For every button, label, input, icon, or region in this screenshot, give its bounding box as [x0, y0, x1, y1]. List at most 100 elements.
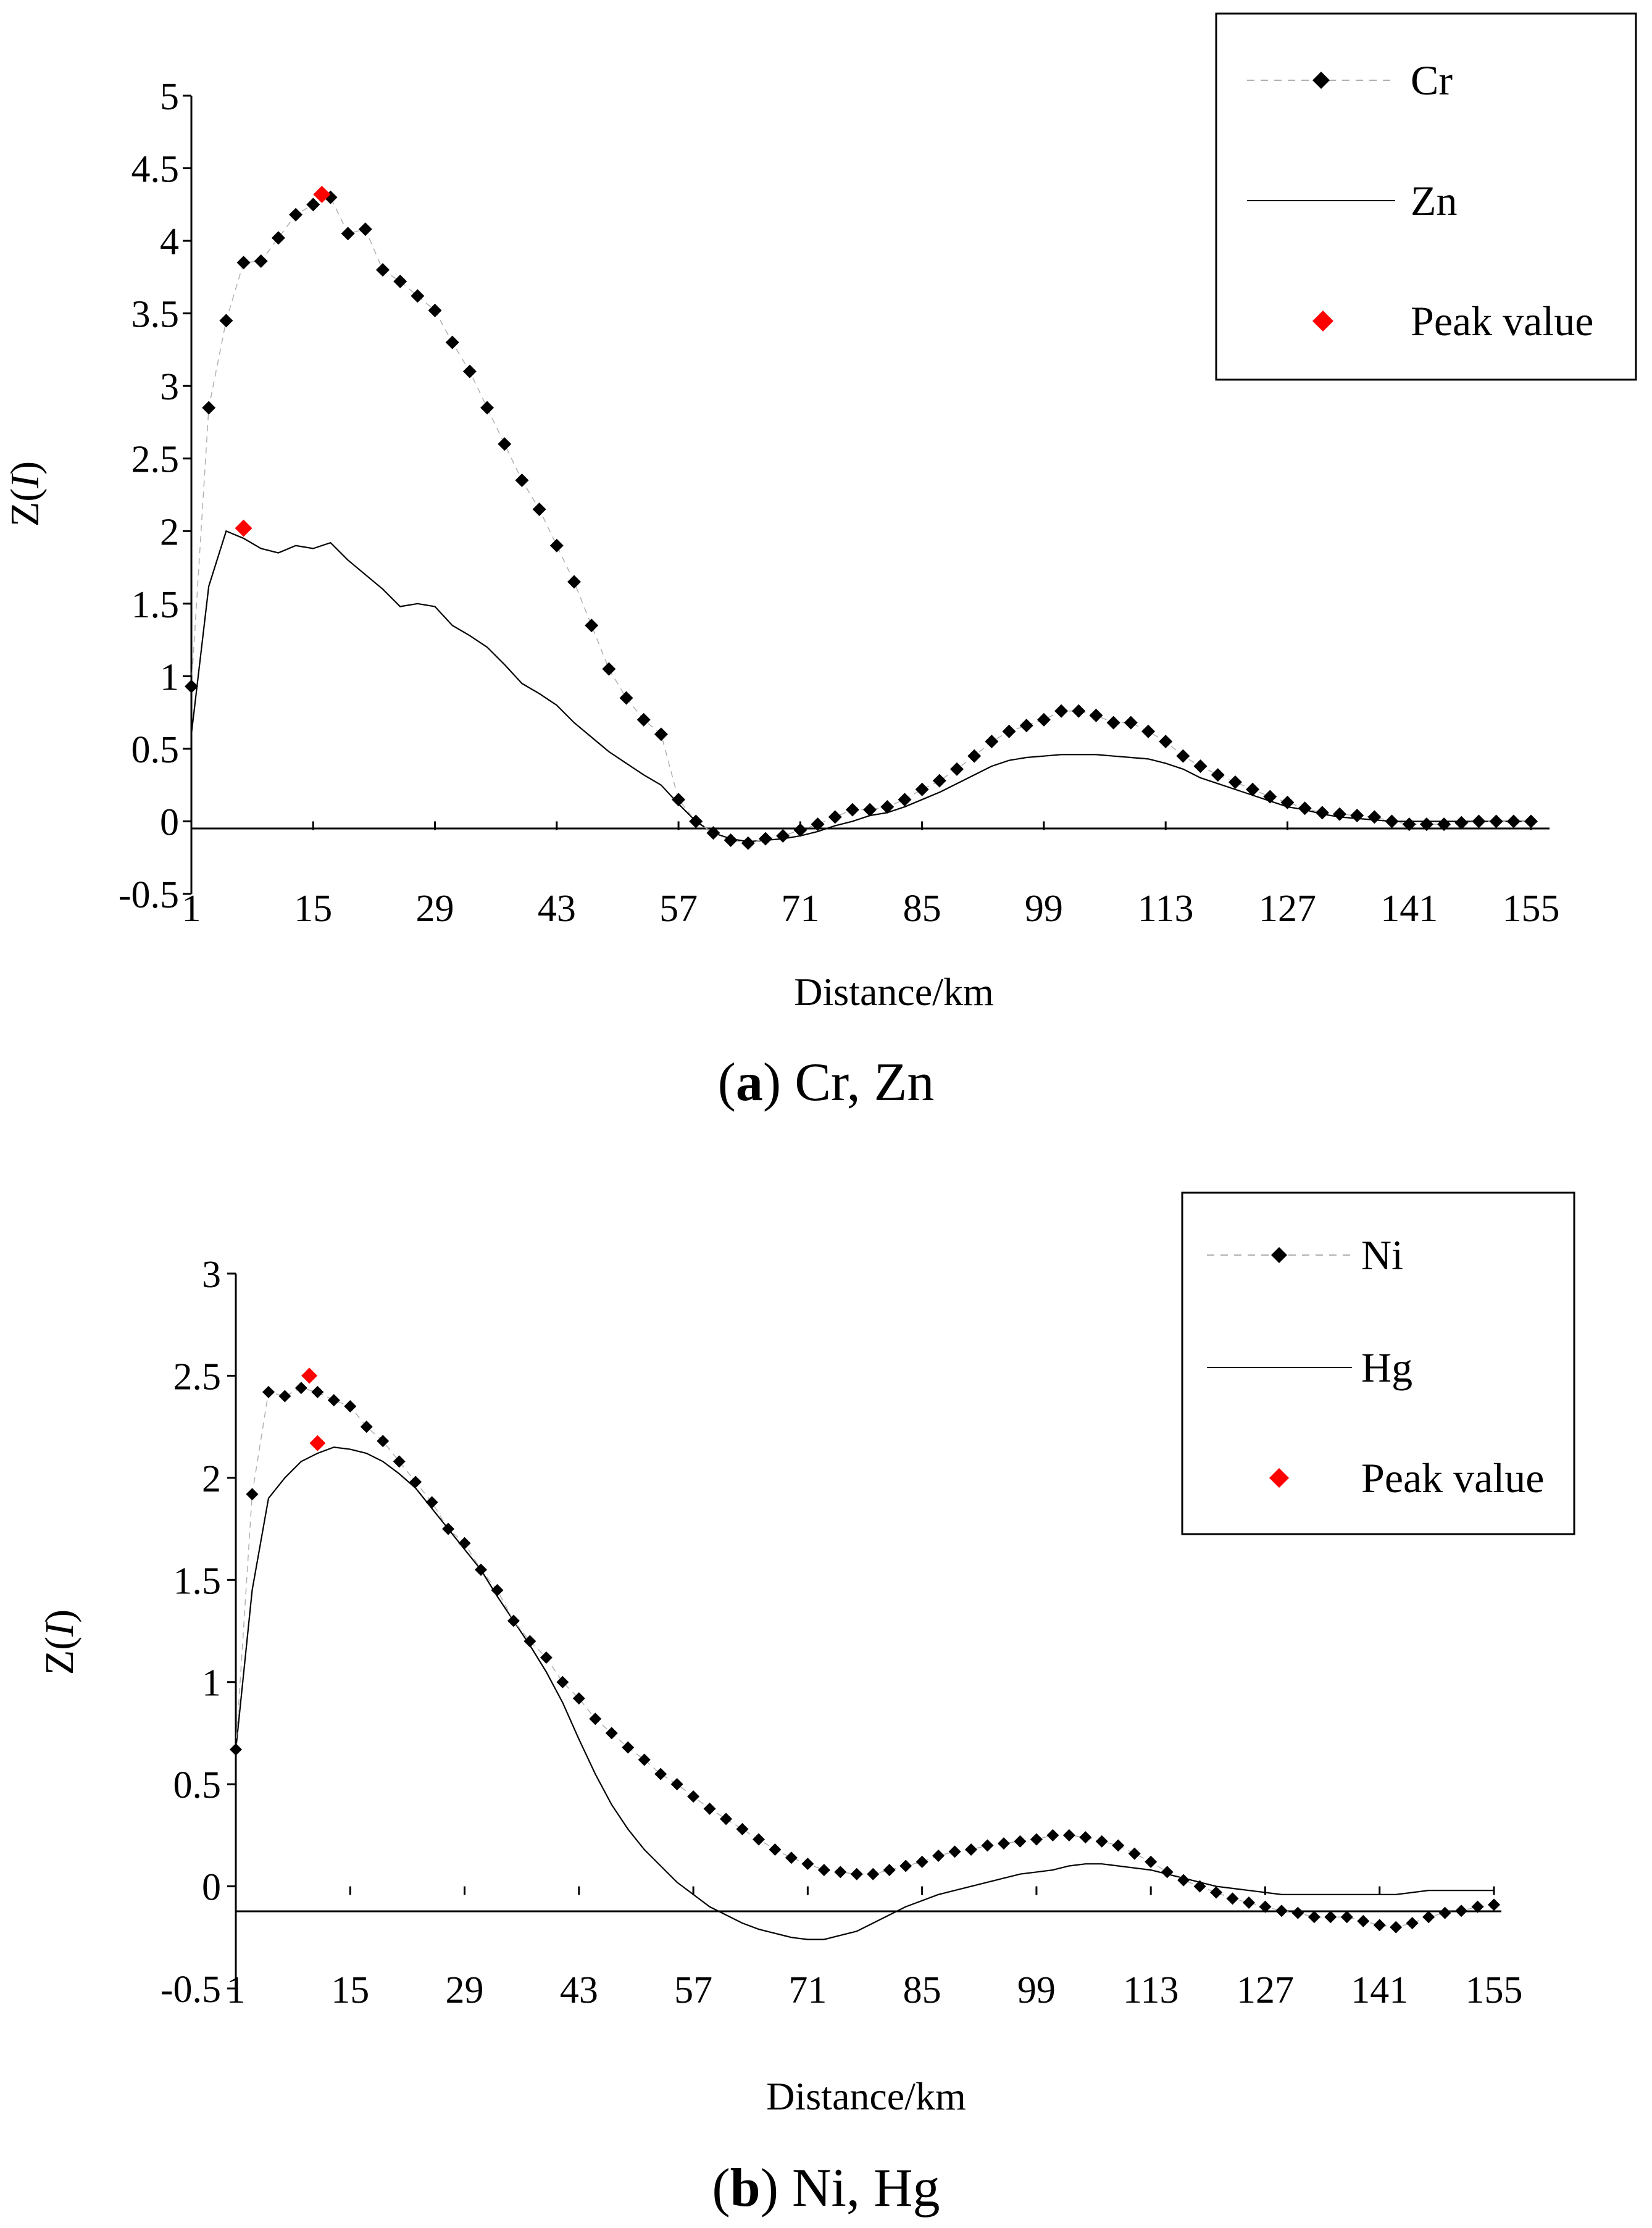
ni-point [687, 1790, 700, 1803]
ni-point [1438, 1906, 1451, 1919]
ni-point [916, 1855, 928, 1868]
x-axis-label: Distance/km [794, 970, 993, 1014]
peak-point [313, 185, 331, 203]
cr-point [411, 289, 425, 303]
cr-point [341, 227, 355, 241]
cr-point [689, 814, 703, 828]
y-tick-label: 1.5 [131, 584, 180, 626]
cr-point [1506, 814, 1521, 828]
y-tick-label: -0.5 [161, 1969, 221, 2011]
cr-point [619, 691, 633, 705]
x-tick-label: 127 [1259, 888, 1316, 930]
y-tick-label: 0.5 [173, 1764, 222, 1806]
ni-point [1390, 1921, 1403, 1934]
cr-point [724, 833, 738, 848]
cr-point [880, 799, 895, 814]
ni-point [262, 1385, 275, 1398]
x-tick-label: 57 [659, 888, 698, 930]
cr-point [602, 662, 616, 676]
cr-point [236, 256, 251, 270]
ni-point [1062, 1829, 1075, 1842]
x-tick-label: 85 [903, 888, 941, 930]
cr-point [1524, 814, 1538, 828]
ni-point [1471, 1900, 1484, 1913]
x-axis-label: Distance/km [766, 2074, 966, 2118]
ni-point [1291, 1906, 1304, 1919]
ni-point [1275, 1905, 1288, 1917]
cr-point [376, 263, 390, 277]
cr-point [445, 335, 459, 349]
cr-point [967, 749, 982, 763]
y-tick-label: 0 [160, 801, 179, 843]
cr-point [1298, 801, 1312, 816]
ni-point [1095, 1835, 1108, 1848]
ni-point [425, 1496, 438, 1509]
x-tick-label: 113 [1138, 888, 1194, 930]
ni-point [850, 1867, 863, 1880]
ni-point [867, 1867, 880, 1880]
legend-label-ni: Ni [1361, 1232, 1403, 1279]
cr-point [776, 828, 790, 843]
ni-point [377, 1435, 390, 1448]
y-tick-label: 0 [202, 1867, 221, 1909]
ni-point [1210, 1886, 1223, 1899]
ni-point [670, 1778, 683, 1791]
ni-point [230, 1743, 242, 1756]
y-tick-label: 1 [160, 656, 179, 698]
cr-point [289, 207, 303, 222]
cr-point [1072, 704, 1086, 718]
cr-point [636, 712, 651, 727]
y-tick-label: 3.5 [131, 294, 180, 336]
ni-point [360, 1421, 373, 1433]
x-tick-label: 113 [1123, 1969, 1179, 2011]
cr-point [254, 254, 268, 269]
y-tick-label: 0.5 [131, 729, 180, 771]
ni-point [1488, 1898, 1500, 1911]
caption-b: (b) Ni, Hg [712, 2158, 940, 2218]
ni-point [1145, 1855, 1158, 1868]
cr-point [932, 774, 946, 788]
x-tick-label: 155 [1503, 888, 1560, 930]
y-tick-label: 4.5 [131, 149, 180, 191]
cr-point [672, 793, 686, 807]
cr-point [1228, 775, 1242, 789]
ni-point [654, 1767, 667, 1780]
ni-point [965, 1843, 978, 1856]
cr-point [1019, 719, 1033, 733]
y-tick-label: 3 [202, 1254, 221, 1296]
ni-point [932, 1849, 945, 1862]
ni-point [1030, 1833, 1043, 1846]
caption-a: (a) Cr, Zn [718, 1053, 935, 1112]
cr-point [549, 538, 564, 553]
cr-point [306, 198, 320, 212]
ni-point [1422, 1911, 1435, 1924]
cr-point [202, 401, 216, 415]
ni-point [556, 1675, 569, 1688]
ni-point [442, 1522, 455, 1535]
ni-point [1112, 1839, 1125, 1852]
legend-label-zn: Zn [1411, 177, 1458, 224]
cr-point [1211, 768, 1225, 782]
x-tick-label: 99 [1025, 888, 1063, 930]
ni-point [981, 1839, 994, 1852]
x-tick-label: 57 [674, 1969, 712, 2011]
ni-point [769, 1843, 782, 1856]
y-tick-label: 2.5 [173, 1356, 222, 1398]
ni-point [703, 1802, 716, 1815]
cr-point [1489, 814, 1503, 828]
y-tick-label: -0.5 [119, 874, 179, 916]
legend-cr-marker [1312, 72, 1330, 89]
y-axis-label: Z(I) [37, 1609, 82, 1675]
y-tick-label: 4 [160, 221, 179, 263]
legend-peak-marker [1312, 311, 1333, 332]
y-tick-label: 5 [160, 76, 179, 118]
x-tick-label: 85 [903, 1969, 941, 2011]
ni-point [1242, 1896, 1255, 1909]
ni-point [540, 1651, 553, 1664]
x-tick-label: 71 [781, 888, 819, 930]
cr-point [915, 782, 929, 796]
cr-point [985, 735, 999, 749]
legend-label-hg: Hg [1361, 1344, 1412, 1391]
peak-point [309, 1435, 326, 1451]
